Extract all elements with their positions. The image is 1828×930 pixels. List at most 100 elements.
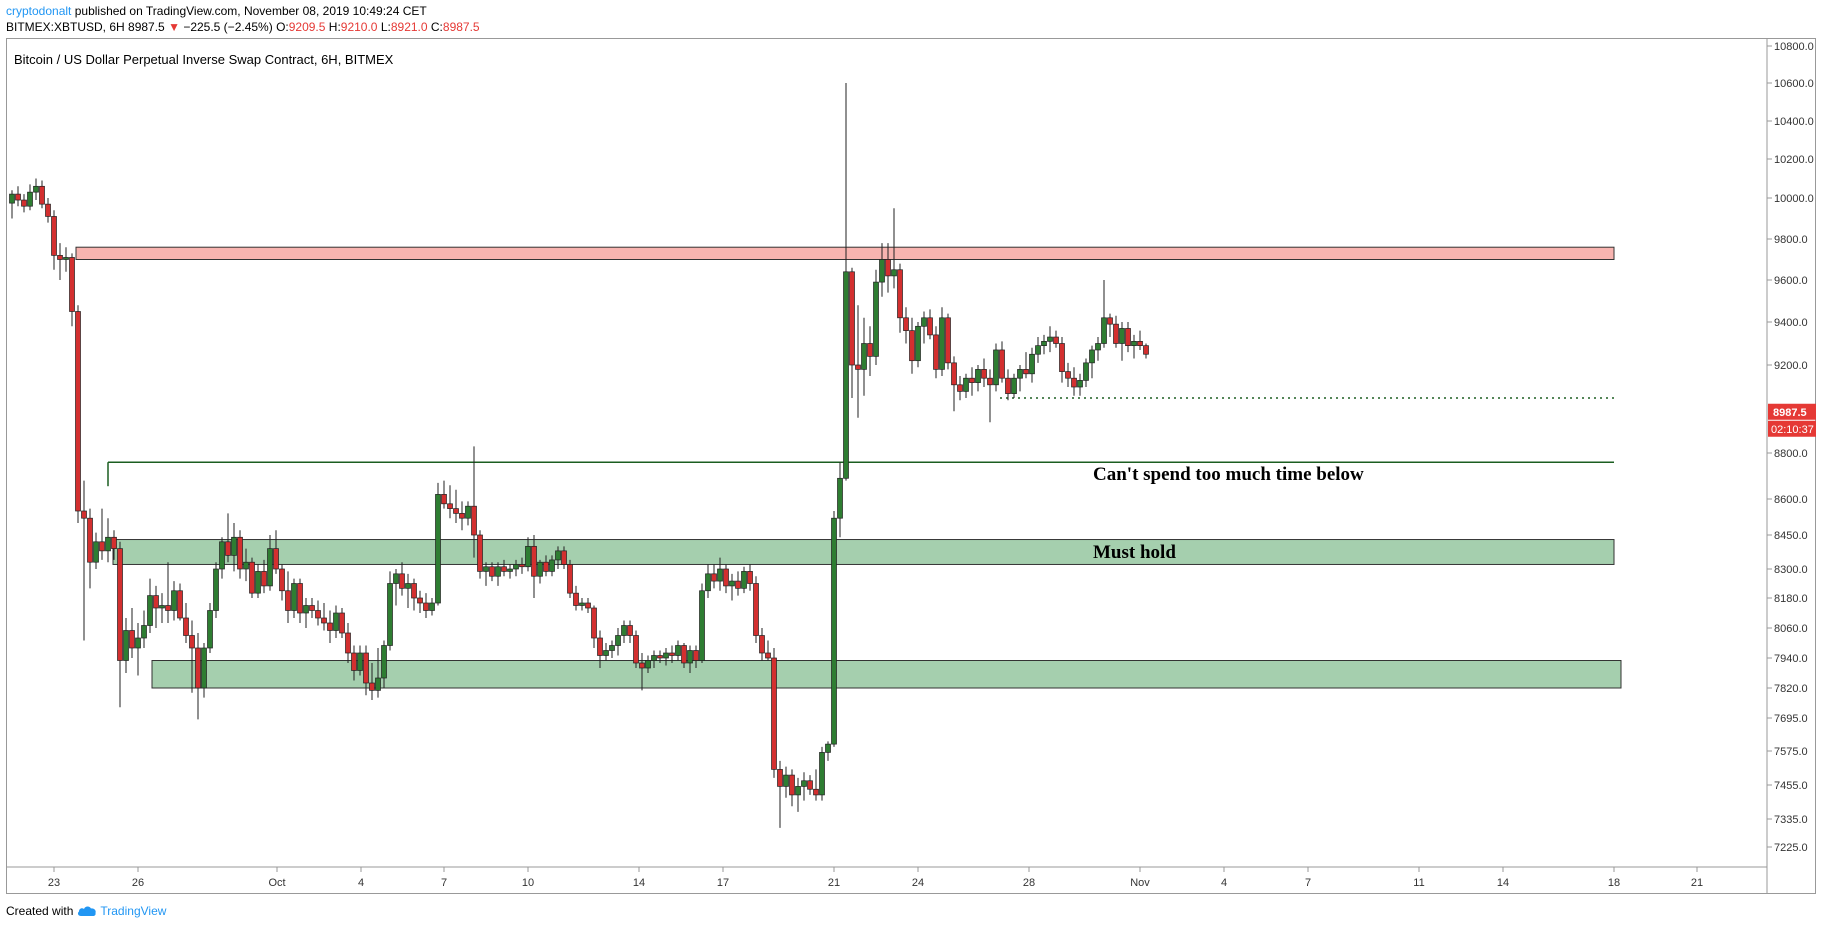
- candle: [531, 535, 537, 598]
- candle: [261, 559, 267, 594]
- candle: [51, 210, 57, 270]
- candle-body: [885, 259, 891, 277]
- candle-body: [777, 769, 783, 787]
- candle-body: [759, 635, 765, 654]
- candle: [111, 530, 117, 560]
- candle: [993, 343, 999, 392]
- candle: [285, 571, 291, 623]
- candle: [801, 772, 807, 801]
- y-tick-label: 8600.0: [1774, 494, 1808, 506]
- close-label: C:: [430, 20, 443, 34]
- candle: [507, 564, 513, 579]
- candle: [123, 618, 129, 673]
- candle-body: [519, 564, 525, 568]
- candle-body: [237, 536, 243, 570]
- candle: [759, 628, 765, 661]
- candle: [87, 508, 93, 589]
- candle: [1089, 345, 1095, 379]
- candle: [93, 532, 99, 569]
- candle: [633, 630, 639, 668]
- close-value: 8987.5: [442, 20, 480, 34]
- chart-frame: [6, 38, 1816, 894]
- candle: [933, 326, 939, 379]
- candle-body: [999, 349, 1005, 379]
- candle-body: [543, 561, 549, 572]
- candle: [1119, 322, 1125, 361]
- candle-body: [171, 590, 177, 611]
- candle-body: [645, 660, 651, 669]
- current-price-label: 8987.5: [1773, 407, 1807, 419]
- candle-body: [501, 566, 507, 572]
- candle-body: [1101, 317, 1107, 344]
- candle: [141, 610, 147, 648]
- y-tick-label: 7455.0: [1774, 780, 1808, 792]
- candle: [771, 648, 777, 778]
- candle-body: [75, 311, 81, 512]
- candle-body: [717, 568, 723, 582]
- candle: [297, 578, 303, 623]
- y-tick-label: 8300.0: [1774, 564, 1808, 576]
- candle-body: [801, 780, 807, 787]
- candle: [519, 557, 525, 574]
- candle-body: [1125, 328, 1131, 347]
- candle: [549, 555, 555, 577]
- candle: [435, 482, 441, 606]
- candle-body: [711, 573, 717, 582]
- y-tick-label: 9200.0: [1774, 360, 1808, 372]
- candle-body: [813, 788, 819, 796]
- candle: [387, 571, 393, 651]
- candle-body: [1071, 377, 1077, 388]
- y-tick-label: 10600.0: [1774, 78, 1814, 90]
- candle-body: [189, 635, 195, 649]
- candle-body: [459, 513, 465, 519]
- candle-body: [333, 612, 339, 631]
- candle: [1143, 343, 1149, 359]
- candle-body: [417, 597, 423, 604]
- candle-body: [765, 652, 771, 659]
- y-tick-label: 10000.0: [1774, 193, 1814, 205]
- symbol-line: BITMEX:XBTUSD, 6H: [6, 20, 125, 34]
- candle-body: [411, 583, 417, 599]
- candle: [363, 645, 369, 696]
- candle-body: [747, 571, 753, 584]
- candle: [39, 180, 45, 209]
- y-tick-label: 10200.0: [1774, 154, 1814, 166]
- candle-body: [99, 541, 105, 552]
- candle: [645, 655, 651, 673]
- candle: [867, 326, 873, 376]
- candle-body: [351, 652, 357, 671]
- candle-body: [681, 645, 687, 664]
- candle: [177, 583, 183, 621]
- candle-body: [1107, 317, 1113, 325]
- candle: [471, 446, 477, 558]
- candle: [963, 373, 969, 398]
- tradingview-logo[interactable]: TradingView: [77, 904, 166, 918]
- candle-body: [891, 269, 897, 277]
- candle: [63, 247, 69, 272]
- candle-body: [1131, 341, 1137, 347]
- author-link[interactable]: cryptodonalt: [6, 4, 72, 18]
- candle-body: [141, 625, 147, 639]
- candle-body: [63, 257, 69, 260]
- candle-body: [567, 564, 573, 594]
- candle: [1029, 347, 1035, 383]
- candle-body: [315, 610, 321, 619]
- candle-body: [111, 536, 117, 549]
- candle: [711, 564, 717, 589]
- candle: [585, 598, 591, 613]
- candle-body: [933, 334, 939, 370]
- candle-body: [39, 185, 45, 205]
- candle: [45, 198, 51, 223]
- candle: [609, 640, 615, 658]
- candle: [669, 645, 675, 663]
- candle-body: [477, 534, 483, 572]
- candle-body: [183, 617, 189, 636]
- candle-body: [927, 317, 933, 336]
- candle-body: [303, 605, 309, 614]
- y-tick-label: 10800.0: [1774, 41, 1814, 53]
- candle: [381, 640, 387, 688]
- candle: [717, 557, 723, 591]
- candle: [1017, 365, 1023, 392]
- candle-body: [729, 580, 735, 587]
